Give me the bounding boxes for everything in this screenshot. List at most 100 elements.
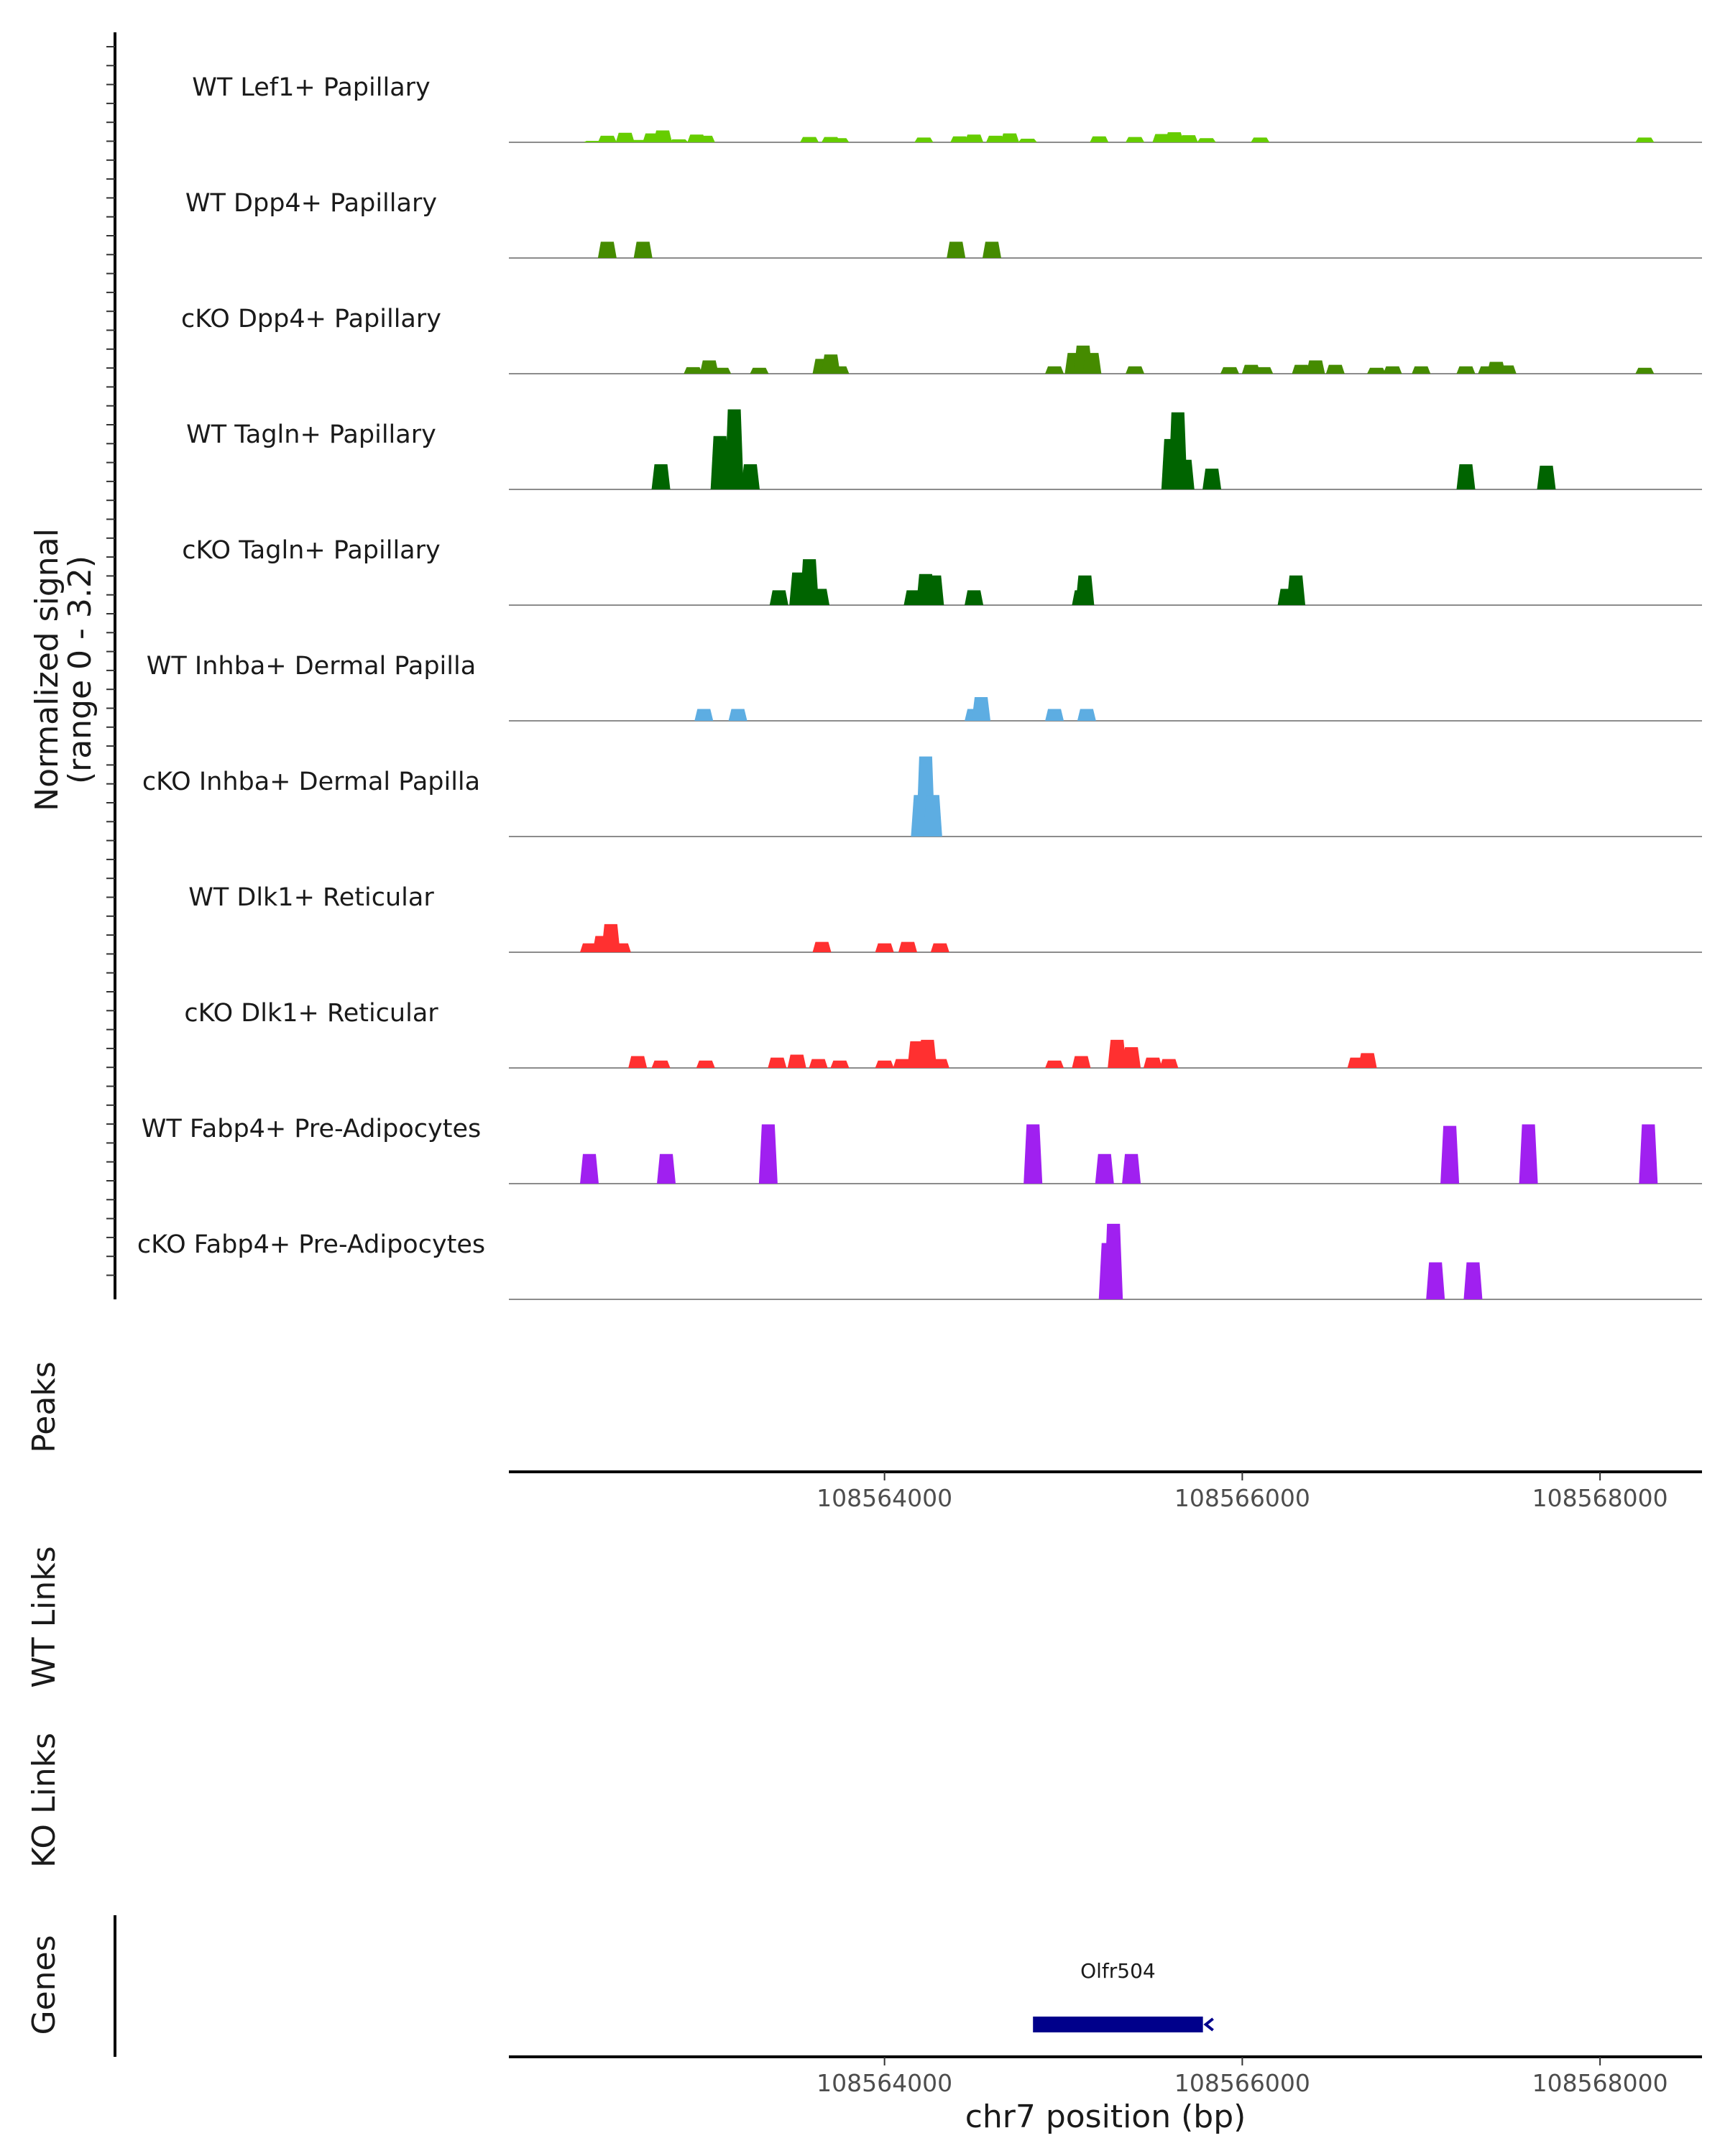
signal-y-axis-title: Normalized signal (range 0 - 3.2) [29, 528, 98, 811]
coverage-peak [985, 135, 1005, 142]
coverage-peak [669, 139, 689, 142]
coverage-peak [918, 1039, 937, 1068]
coverage-peak [1159, 1059, 1179, 1068]
coverage-peak [628, 139, 648, 142]
coverage-peak [612, 943, 631, 952]
coverage-peak [768, 1057, 787, 1068]
coverage-peak [1426, 1262, 1445, 1299]
coverage-peak [1287, 575, 1306, 605]
coverage-peak [651, 464, 671, 489]
coverage-peak [1095, 1153, 1114, 1184]
x-tick-label: 108568000 [1532, 1484, 1668, 1512]
coverage-tracks: WT Lef1+ Papillary WT Dpp4+ Papillary cKO … [137, 73, 1702, 1300]
coverage-peak [947, 241, 966, 258]
coverage-peak [710, 436, 730, 489]
x-tick-label: 108564000 [816, 2069, 952, 2097]
coverage-peak [1104, 1223, 1123, 1299]
coverage-peak [1440, 1125, 1460, 1184]
x-tick-label: 108564000 [816, 1484, 952, 1512]
coverage-peak [1122, 1047, 1141, 1068]
coverage-peak [1456, 366, 1476, 374]
track: WT Dpp4+ Papillary [185, 189, 1702, 259]
coverage-peak [930, 943, 949, 952]
coverage-peak [579, 1153, 599, 1184]
gene-label: Olfr504 [1080, 1959, 1156, 1983]
track-label: cKO Tagln+ Papillary [182, 536, 441, 565]
coverage-peak [1122, 1153, 1141, 1184]
coverage-peak [696, 1060, 715, 1068]
coverage-peak [1358, 1053, 1377, 1068]
coverage-peak [615, 132, 635, 142]
track-label: cKO Dpp4+ Papillary [181, 305, 441, 333]
coverage-peak [923, 795, 942, 837]
coverage-peak [740, 464, 760, 489]
coverage-peak [950, 136, 970, 142]
track: WT Inhba+ Dermal Papilla [147, 652, 1702, 722]
coverage-peak [1143, 1057, 1162, 1068]
track: cKO Tagln+ Papillary [182, 536, 1702, 606]
coverage-peak [1164, 132, 1184, 142]
coverage-peak [1202, 469, 1222, 489]
coverage-peak [1220, 367, 1239, 374]
coverage-peak [1306, 360, 1325, 374]
coverage-peak [728, 709, 748, 721]
coverage-peak [809, 1059, 828, 1068]
coverage-peak [597, 135, 617, 142]
signal-y-range: (range 0 - 3.2) [62, 556, 98, 784]
coverage-peak [769, 590, 788, 605]
track: WT Tagln+ Papillary [186, 409, 1702, 490]
coverage-peak [830, 138, 850, 142]
coverage-peak [653, 130, 673, 142]
track: cKO Inhba+ Dermal Papilla [142, 756, 1702, 837]
x-tick-label: 108566000 [1174, 1484, 1310, 1512]
coverage-peak [1045, 1060, 1064, 1068]
x-axis-title: chr7 position (bp) [965, 2099, 1246, 2135]
coverage-peak [1197, 138, 1216, 142]
coverage-peak [925, 575, 944, 605]
coverage-peak [982, 241, 1001, 258]
coverage-peak [830, 1060, 850, 1068]
track: WT Fabp4+ Pre-Adipocytes [142, 1115, 1702, 1184]
x-ticks-top: 108564000 108566000 108568000 [816, 1472, 1668, 1512]
wt-links-panel-title: WT Links [26, 1546, 63, 1687]
coverage-peak [1497, 365, 1517, 374]
coverage-peak [875, 1060, 894, 1068]
coverage-peak [1082, 353, 1102, 374]
genes-panel-title: Genes [26, 1935, 63, 2035]
coverage-peak [758, 1124, 778, 1184]
coverage-peak [965, 590, 984, 605]
signal-y-ticks [106, 46, 115, 1276]
coverage-peak [1175, 459, 1195, 489]
x-ticks-bottom: 108564000 108566000 108568000 [816, 2057, 1668, 2097]
coverage-peak [1126, 366, 1145, 374]
coverage-peak [972, 697, 991, 721]
track: WT Lef1+ Papillary [192, 73, 1702, 143]
track-label: WT Dlk1+ Reticular [188, 883, 434, 912]
coverage-peak [965, 134, 984, 142]
track: cKO Dlk1+ Reticular [184, 999, 1702, 1069]
coverage-peak [875, 943, 894, 952]
coverage-peak [696, 135, 715, 142]
coverage-peak [914, 137, 934, 142]
coverage-peak [583, 140, 602, 142]
coverage-peak [1635, 137, 1655, 142]
track-label: WT Dpp4+ Papillary [185, 189, 437, 218]
track-label: cKO Fabp4+ Pre-Adipocytes [137, 1230, 485, 1259]
coverage-peak [1463, 1262, 1483, 1299]
coverage-peak [1412, 366, 1431, 374]
track: cKO Dpp4+ Papillary [181, 305, 1702, 374]
coverage-peak [1179, 135, 1198, 142]
coverage-peak [811, 589, 830, 605]
track-label: WT Tagln+ Papillary [186, 420, 436, 449]
coverage-peak [787, 1054, 806, 1068]
signal-y-title: Normalized signal [29, 528, 65, 811]
coverage-peak [1537, 466, 1556, 489]
gene-body [1033, 2017, 1203, 2032]
coverage-peak [597, 241, 617, 258]
coverage-peak [1254, 367, 1274, 374]
coverage-peak [1519, 1124, 1538, 1184]
strand-arrow-icon [1203, 2017, 1214, 2032]
coverage-peak [898, 941, 917, 952]
coverage-peak [699, 360, 719, 374]
